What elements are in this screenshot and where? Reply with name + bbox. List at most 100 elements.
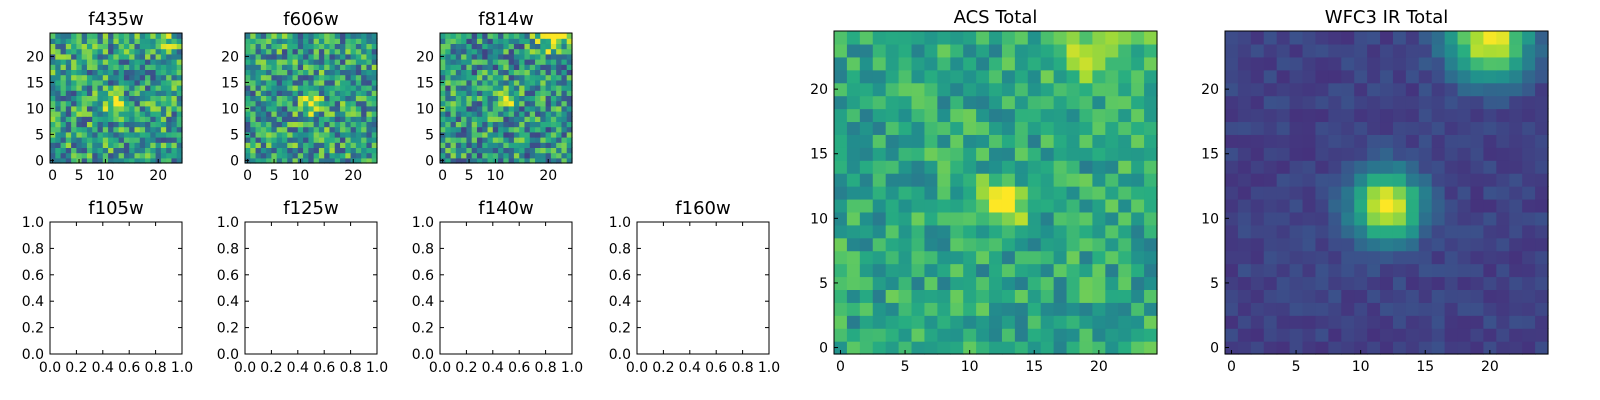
heatmap-cell (266, 111, 272, 117)
heatmap-cell (281, 85, 288, 91)
heatmap-cell (355, 79, 362, 86)
heatmap-cell (102, 111, 109, 117)
heatmap-cell (86, 48, 93, 55)
heatmap-cell (1131, 31, 1145, 45)
heatmap-cell (76, 137, 83, 143)
heatmap-cell (81, 53, 88, 60)
heatmap-cell (297, 137, 304, 143)
heatmap-cell (171, 121, 178, 128)
heatmap-cell (160, 90, 167, 96)
heatmap-cell (513, 142, 520, 148)
heatmap-cell (1289, 237, 1304, 252)
heatmap-cell (245, 85, 251, 91)
heatmap-cell (1341, 263, 1355, 278)
heatmap-cell (361, 116, 368, 122)
heatmap-cell (455, 64, 462, 70)
heatmap-cell (834, 302, 848, 316)
heatmap-cell (1053, 108, 1068, 123)
heatmap-cell (334, 33, 341, 39)
heatmap-cell (513, 69, 520, 76)
heatmap-cell (92, 131, 99, 138)
heatmap-cell (911, 95, 926, 110)
heatmap-cell (65, 85, 72, 91)
heatmap-cell (118, 48, 125, 55)
heatmap-cell (519, 79, 526, 86)
heatmap-cell (1040, 276, 1055, 290)
heatmap-cell (550, 126, 557, 133)
heatmap-cell (476, 116, 483, 122)
heatmap-cell (318, 33, 325, 39)
heatmap-cell (145, 48, 151, 55)
heatmap-cell (297, 142, 304, 148)
heatmap-cell (1263, 173, 1278, 187)
heatmap-cell (297, 152, 304, 159)
heatmap-cell (71, 121, 77, 128)
heatmap-cell (255, 126, 262, 133)
heatmap-cell (1418, 69, 1433, 84)
heatmap-cell (1053, 302, 1068, 316)
heatmap-cell (155, 74, 162, 81)
heatmap-cell (1092, 302, 1106, 316)
heatmap-cell (155, 137, 162, 143)
heatmap-cell (1328, 263, 1342, 278)
heatmap-cell (318, 69, 325, 76)
heatmap-cell (989, 341, 1003, 355)
heatmap-cell (281, 74, 288, 81)
heatmap-cell (466, 48, 473, 55)
heatmap-cell (166, 105, 173, 112)
heatmap-cell (166, 147, 173, 154)
heatmap-cell (123, 38, 130, 44)
heatmap-cell (492, 142, 499, 148)
heatmap-cell (498, 59, 504, 65)
heatmap-cell (92, 43, 99, 50)
heatmap-cell (963, 341, 977, 355)
heatmap-cell (1496, 224, 1510, 239)
heatmap-cell (529, 126, 536, 133)
heatmap-cell (97, 157, 104, 164)
heatmap-cell (250, 121, 257, 128)
heatmap-cell (113, 142, 120, 148)
heatmap-cell (1341, 173, 1355, 187)
heatmap-cell (1289, 276, 1304, 290)
heatmap-cell (872, 82, 887, 97)
heatmap-cell (924, 160, 938, 174)
heatmap-cell (1289, 160, 1304, 174)
heatmap-cell (303, 105, 309, 112)
heatmap-cell (176, 137, 183, 143)
heatmap-cell (350, 90, 357, 96)
heatmap-cell (318, 90, 325, 96)
heatmap-cell (1457, 341, 1472, 355)
heatmap-cell (76, 33, 83, 39)
heatmap-cell (1079, 289, 1093, 303)
heatmap-cell (297, 79, 304, 86)
heatmap-cell (450, 147, 457, 154)
heatmap-cell (292, 157, 299, 164)
heatmap-cell (1341, 31, 1355, 45)
heatmap-cell (1431, 198, 1446, 213)
heatmap-cell (260, 105, 267, 112)
heatmap-cell (76, 100, 83, 107)
heatmap-cell (1001, 147, 1016, 161)
heatmap-cell (1367, 160, 1381, 174)
heatmap-cell (872, 302, 887, 316)
heatmap-cell (334, 74, 341, 81)
x-tick-label: 0.4 (287, 360, 309, 376)
heatmap-cell (355, 147, 362, 154)
heatmap-cell (566, 126, 573, 133)
heatmap-cell (529, 64, 536, 70)
heatmap-cell (366, 74, 373, 81)
heatmap-cell (150, 95, 157, 102)
heatmap-cell (313, 59, 320, 65)
heatmap-cell (561, 126, 568, 133)
heatmap-cell (108, 100, 114, 107)
heatmap-cell (503, 157, 510, 164)
heatmap-cell (371, 126, 378, 133)
heatmap-cell (1315, 263, 1329, 278)
heatmap-cell (60, 126, 67, 133)
heatmap-cell (150, 69, 157, 76)
heatmap-cell (1354, 289, 1368, 303)
heatmap-cell (476, 105, 483, 112)
heatmap-cell (461, 100, 467, 107)
heatmap-cell (160, 74, 167, 81)
